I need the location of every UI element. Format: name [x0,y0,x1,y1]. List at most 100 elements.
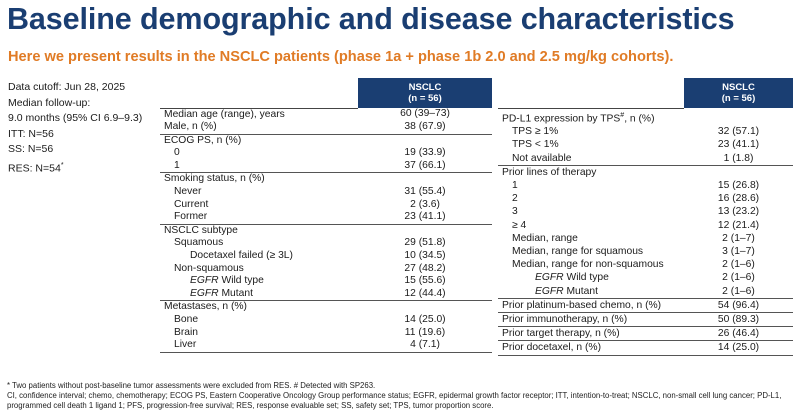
table-row: 2 16 (28.6) [498,192,793,205]
table-row: EGFR Mutant 2 (1–6) [498,285,793,299]
row-label: Median, range for squamous [498,245,684,258]
row-label: 0 [160,147,358,160]
row-label: Liver [160,339,358,353]
table-row: Bone 14 (25.0) [160,314,492,327]
table-row: Male, n (%) 38 (67.9) [160,121,492,134]
row-value: 12 (44.4) [404,287,446,299]
row-label-text: Prior target therapy, n (%) [502,328,620,340]
table-row: Prior docetaxel, n (%) 14 (25.0) [498,340,793,356]
row-label: Squamous [160,237,358,250]
row-label: Prior platinum-based chemo, n (%) [498,297,684,313]
row-value: 1 (1.8) [723,152,754,164]
page-subtitle: Here we present results in the NSCLC pat… [8,49,674,65]
row-label: EGFR Wild type [498,271,684,284]
row-label-suffix: , n (%) [624,112,655,124]
table-row: NSCLC subtype [160,223,492,238]
res-count: RES: N=54* [8,158,143,177]
row-value [358,300,492,314]
row-label-text: Bone [174,314,199,325]
table-row: 1 37 (66.1) [160,160,492,173]
footnotes: * Two patients without post-baseline tum… [7,381,797,411]
left-table-blank-header [160,78,358,109]
table-row: Prior immunotherapy, n (%) 50 (89.3) [498,311,793,327]
table-row: Prior platinum-based chemo, n (%) 54 (96.… [498,297,793,313]
row-label: Prior lines of therapy [498,164,684,179]
table-row: Prior target therapy, n (%) 26 (46.4) [498,326,793,341]
row-label-text: Male, n (%) [164,121,217,133]
row-label-text: Mutant [566,285,598,297]
table-row: Brain 11 (19.6) [160,327,492,340]
table-row: EGFR Wild type 15 (55.6) [160,275,492,288]
footnote-abbreviations: CI, confidence interval; chemo, chemothe… [7,391,782,410]
row-value: 3 (1–7) [722,245,755,257]
table-row: Median, range for non-squamous 2 (1–6) [498,258,793,271]
row-value: 2 (1–6) [722,259,755,271]
row-label-text: Prior lines of therapy [502,166,597,178]
row-value: 50 (89.3) [684,311,793,327]
row-label-text: TPS ≥ 1% [512,126,559,138]
row-value: 37 (66.1) [404,159,446,171]
row-label: 1 [498,179,684,192]
row-label-text: Wild type [566,272,609,284]
row-label-text: Squamous [174,237,224,249]
column-header-line1: NSCLC [722,81,755,93]
table-row: Squamous 29 (51.8) [160,237,492,250]
row-value: 2 (1–7) [722,232,755,244]
table-row: ≥ 4 12 (21.4) [498,219,793,232]
row-label: ECOG PS, n (%) [160,133,358,148]
row-label-text: Non-squamous [174,262,244,274]
table-row: TPS < 1% 23 (41.1) [498,138,793,151]
row-label-text: Median, range [512,232,578,244]
left-table: NSCLC (n = 56) Median age (range), years… [160,78,492,353]
row-label: NSCLC subtype [160,223,358,238]
ss-count: SS: N=56 [8,143,54,155]
table-row: Median age (range), years 60 (39–73) [160,108,492,121]
table-row: 1 15 (26.8) [498,179,793,192]
row-label: Median age (range), years [160,108,358,121]
row-label: Prior docetaxel, n (%) [498,340,684,356]
table-row: TPS ≥ 1% 32 (57.1) [498,125,793,138]
row-label: Bone [160,314,358,327]
median-followup-label: Median follow-up: [8,96,91,109]
table-row: Current 2 (3.6) [160,199,492,212]
table-row: ECOG PS, n (%) [160,133,492,148]
row-label: Median, range [498,232,684,245]
row-label-text: Prior platinum-based chemo, n (%) [502,299,662,311]
row-label-text: Median, range for non-squamous [512,259,664,271]
table-row: 3 13 (23.2) [498,205,793,218]
row-value [358,172,492,187]
study-info: Data cutoff: Jun 28, 2025 Median follow-… [8,80,143,177]
row-value [684,108,793,125]
gene-name: EGFR [190,275,219,287]
row-value: 4 (7.1) [358,339,492,353]
row-label: EGFR Wild type [160,275,358,288]
row-label-text: Wild type [221,275,264,287]
row-label: Median, range for non-squamous [498,258,684,271]
row-value [358,133,492,148]
row-value: 38 (67.9) [404,121,446,133]
table-row: Docetaxel failed (≥ 3L) 10 (34.5) [160,250,492,263]
right-table-column-header: NSCLC (n = 56) [684,78,793,108]
row-label: Not available [498,152,684,166]
row-label-text: 1 [174,159,180,171]
row-label-text: 1 [512,179,518,191]
row-value: 15 (26.8) [717,179,760,191]
footnote-line1: * Two patients without post-baseline tum… [7,381,376,390]
table-row: Liver 4 (7.1) [160,339,492,353]
row-label-text: Former [174,211,208,223]
row-value: 23 (41.1) [717,139,760,151]
row-label-text: Median, range for squamous [512,245,644,257]
table-row: 0 19 (33.9) [160,147,492,160]
row-label-text: 0 [174,147,180,159]
row-value: 32 (57.1) [717,126,760,138]
row-value: 31 (55.4) [404,186,446,198]
row-label-text: 3 [512,206,518,218]
row-value [684,164,793,179]
row-value [358,223,492,238]
row-label: EGFR Mutant [160,288,358,301]
row-label: TPS ≥ 1% [498,125,684,138]
table-row: Non-squamous 27 (48.2) [160,263,492,276]
median-followup-value: 9.0 months (95% CI 6.9–9.3) [8,112,143,124]
column-header-line1: NSCLC [408,81,442,93]
row-label-text: Never [174,186,202,198]
